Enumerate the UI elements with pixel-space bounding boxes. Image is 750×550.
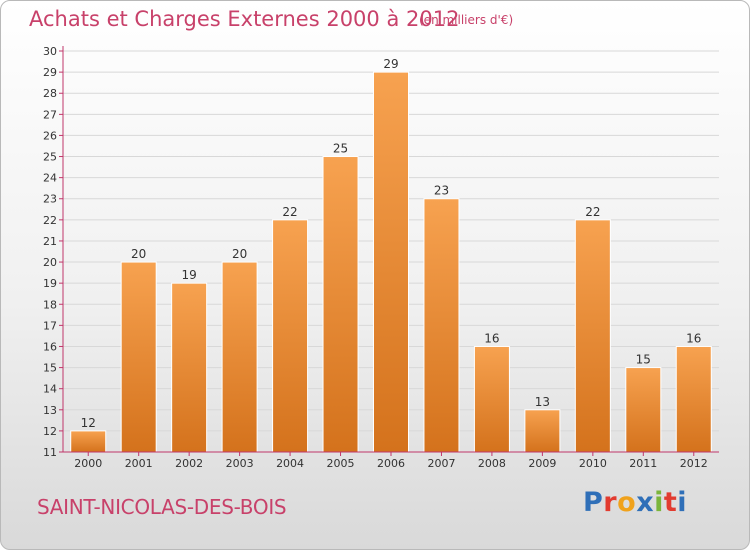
x-tick-label: 2002 (175, 457, 203, 470)
data-label: 20 (131, 247, 146, 261)
data-label: 16 (484, 331, 499, 345)
data-label: 23 (434, 184, 449, 198)
x-tick-label: 2011 (629, 457, 657, 470)
x-tick-label: 2012 (680, 457, 708, 470)
x-tick-label: 2004 (276, 457, 304, 470)
y-tick-label: 15 (43, 362, 57, 375)
logo-letter: x (636, 487, 655, 518)
bar-2008[interactable] (473, 345, 510, 453)
commune-name: SAINT-NICOLAS-DES-BOIS (37, 495, 287, 519)
y-tick-label: 25 (43, 151, 57, 164)
y-tick-label: 18 (43, 298, 57, 311)
logo-letter: i (677, 487, 688, 518)
bar-2010[interactable] (574, 219, 611, 453)
logo-letter: o (617, 487, 637, 518)
y-tick-label: 19 (43, 277, 57, 290)
data-label: 15 (636, 353, 651, 367)
y-tick-label: 11 (43, 446, 57, 459)
axes (59, 46, 719, 456)
y-tick-label: 20 (43, 256, 57, 269)
y-tick-label: 14 (43, 383, 57, 396)
bar-2005[interactable] (322, 156, 359, 453)
chart-subtitle: (en milliers d'€) (419, 13, 514, 27)
data-label: 25 (333, 142, 348, 156)
x-tick-label: 2009 (528, 457, 556, 470)
y-tick-label: 16 (43, 340, 57, 353)
logo-letter: r (603, 487, 618, 518)
y-tick-label: 12 (43, 425, 57, 438)
data-label: 20 (232, 247, 247, 261)
y-tick-label: 28 (43, 87, 57, 100)
y-tick-label: 29 (43, 66, 57, 79)
y-tick-label: 17 (43, 319, 57, 332)
x-tick-label: 2003 (226, 457, 254, 470)
bar-2002[interactable] (171, 282, 208, 453)
labels: 11 12 13 14 15 16 17 18 19 20 21 22 23 24 25 26 27 28 29 30… (43, 45, 708, 470)
y-tick-label: 22 (43, 214, 57, 227)
y-tick-label: 27 (43, 108, 57, 121)
x-tick-label: 2006 (377, 457, 405, 470)
bar-2001[interactable] (120, 261, 157, 453)
logo-letter: P (583, 487, 604, 518)
bars (70, 71, 712, 453)
data-label: 22 (585, 205, 600, 219)
y-tick-label: 24 (43, 172, 57, 185)
bar-2012[interactable] (675, 345, 712, 453)
y-tick-label: 21 (43, 235, 57, 248)
x-tick-label: 2005 (327, 457, 355, 470)
bar-2007[interactable] (423, 198, 460, 453)
bar-2004[interactable] (272, 219, 309, 453)
x-tick-label: 2010 (579, 457, 607, 470)
data-label: 16 (686, 331, 701, 345)
logo-letter: i (654, 487, 664, 518)
bar-2011[interactable] (625, 367, 662, 453)
chart-title: Achats et Charges Externes 2000 à 2012 (29, 7, 460, 31)
x-tick-label: 2008 (478, 457, 506, 470)
data-label: 12 (81, 416, 96, 430)
bar-2009[interactable] (524, 409, 561, 453)
data-label: 13 (535, 395, 550, 409)
bar-2006[interactable] (373, 71, 409, 453)
x-tick-label: 2000 (74, 457, 102, 470)
y-tick-label: 13 (43, 404, 57, 417)
y-tick-label: 23 (43, 193, 57, 206)
data-label: 19 (182, 268, 197, 282)
data-label: 22 (282, 205, 297, 219)
bar-2003[interactable] (221, 261, 258, 453)
logo-letter: t (663, 487, 678, 518)
y-tick-label: 26 (43, 129, 57, 142)
x-tick-label: 2007 (427, 457, 455, 470)
y-tick-label: 30 (43, 45, 57, 58)
proxiti-logo[interactable]: Proxiti (583, 487, 687, 518)
bar-2000[interactable] (70, 430, 107, 453)
x-tick-label: 2001 (125, 457, 153, 470)
data-label: 29 (383, 57, 398, 71)
